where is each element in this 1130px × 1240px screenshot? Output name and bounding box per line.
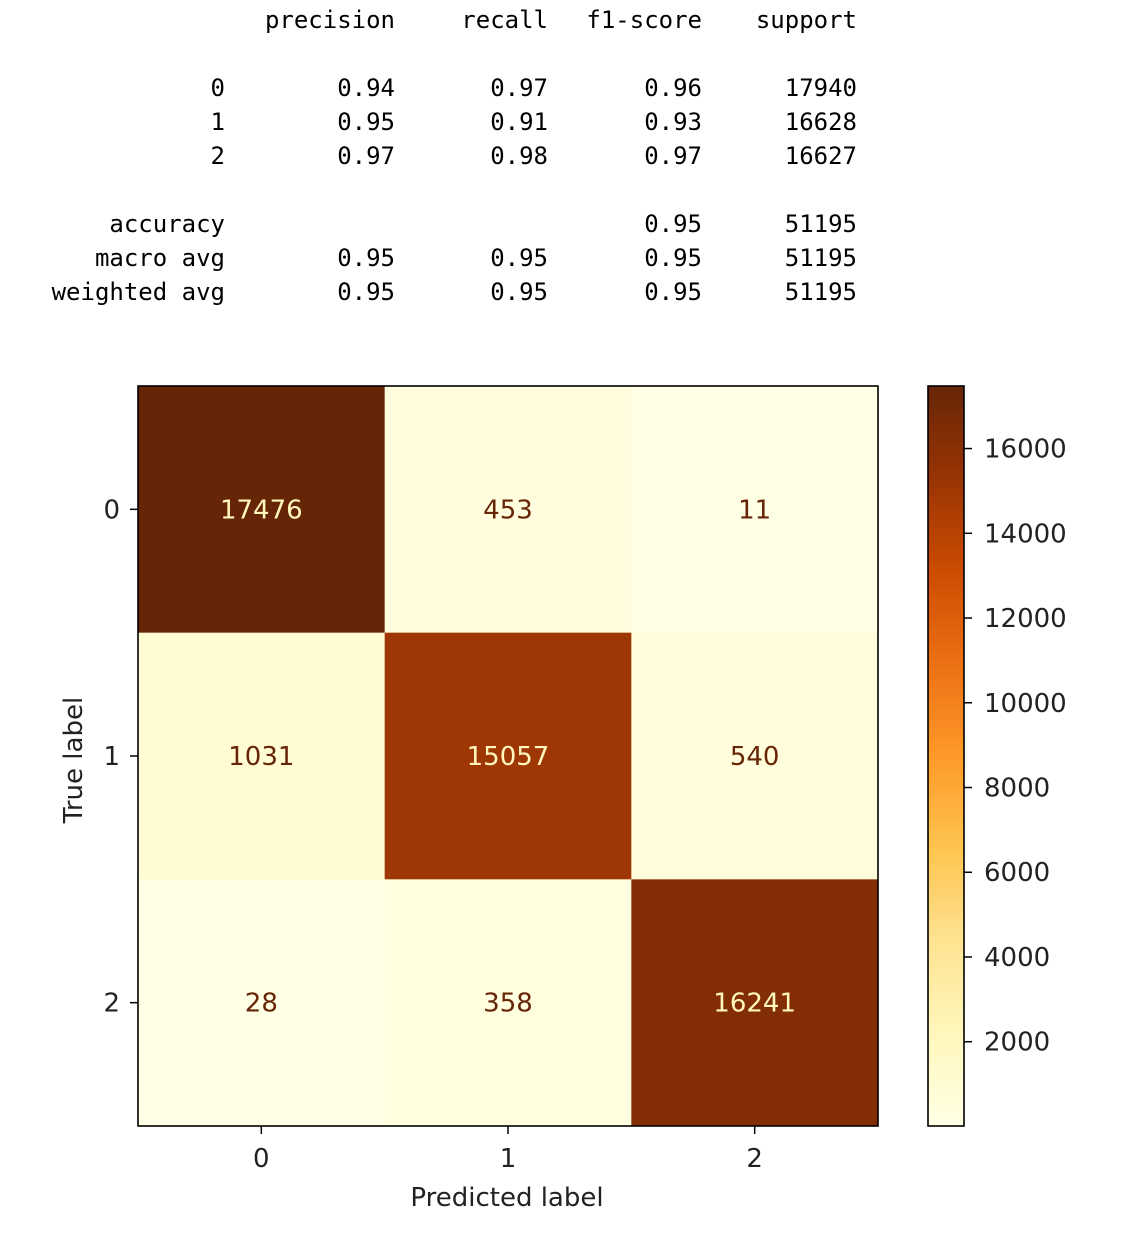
report-row-label: weighted avg <box>51 278 225 306</box>
x-tick-label: 1 <box>500 1144 517 1174</box>
report-row-recall: 0.91 <box>490 108 548 136</box>
classification-report: precision recall f1-score support 0 0.94… <box>0 0 1130 320</box>
report-header-precision: precision <box>264 6 395 34</box>
heatmap-cell <box>384 632 632 880</box>
heatmap-cell <box>631 386 879 634</box>
report-row-precision: 0.95 <box>337 108 395 136</box>
heatmap-cell <box>384 879 632 1127</box>
colorbar-tick-label: 12000 <box>984 604 1067 634</box>
report-row-recall: 0.97 <box>490 74 548 102</box>
report-row-precision: 0.95 <box>337 244 395 272</box>
report-row-f1: 0.93 <box>644 108 702 136</box>
y-tick-label: 1 <box>103 742 120 772</box>
y-tick-label: 2 <box>103 989 120 1019</box>
cell-value-label: 540 <box>730 742 780 772</box>
report-row-support: 16628 <box>784 108 857 136</box>
report-header-support: support <box>755 6 857 34</box>
report-row-support: 51195 <box>784 210 857 238</box>
report-row-f1: 0.95 <box>644 244 702 272</box>
report-row-precision: 0.94 <box>337 74 395 102</box>
heatmap-cell <box>631 632 879 880</box>
cell-value-label: 17476 <box>220 495 303 525</box>
report-row-recall: 0.95 <box>490 244 548 272</box>
cell-value-label: 15057 <box>467 742 550 772</box>
cell-value-label: 358 <box>483 989 533 1019</box>
report-row-f1: 0.96 <box>644 74 702 102</box>
report-row-precision: 0.97 <box>337 142 395 170</box>
report-header-f1-score: f1-score <box>586 6 702 34</box>
report-row-label: 1 <box>210 108 225 136</box>
heatmap-cell <box>138 386 386 634</box>
y-tick-label: 0 <box>103 495 120 525</box>
report-row-f1: 0.95 <box>644 278 702 306</box>
report-row-support: 51195 <box>784 244 857 272</box>
colorbar-tick-label: 6000 <box>984 858 1050 888</box>
report-row-label: macro avg <box>94 244 225 272</box>
cell-value-label: 453 <box>483 495 533 525</box>
x-axis-label: Predicted label <box>410 1183 603 1213</box>
heatmap-cell <box>384 386 632 634</box>
cell-value-label: 1031 <box>228 742 294 772</box>
report-row-support: 51195 <box>784 278 857 306</box>
report-row-f1: 0.97 <box>644 142 702 170</box>
colorbar-ticks: 2000 4000 6000 8000 10000 12000 14000 16000 <box>964 435 1067 1058</box>
report-row-label: 2 <box>210 142 225 170</box>
colorbar-tick-label: 16000 <box>984 435 1067 465</box>
y-axis-ticks: 0 1 2 <box>103 495 138 1019</box>
report-row-support: 17940 <box>784 74 857 102</box>
report-row-support: 16627 <box>784 142 857 170</box>
report-row-precision: 0.95 <box>337 278 395 306</box>
report-row-recall: 0.95 <box>490 278 548 306</box>
cell-value-label: 28 <box>245 989 278 1019</box>
report-row-label: 0 <box>210 74 225 102</box>
heatmap-cells <box>138 386 879 1127</box>
heatmap-cell <box>631 879 879 1127</box>
heatmap-cell <box>138 879 386 1127</box>
colorbar-tick-label: 14000 <box>984 519 1067 549</box>
x-tick-label: 0 <box>253 1144 270 1174</box>
colorbar <box>927 385 965 1127</box>
report-row-f1: 0.95 <box>644 210 702 238</box>
y-axis-label: True label <box>59 697 89 824</box>
heatmap-cell <box>138 632 386 880</box>
x-axis-ticks: 0 1 2 <box>253 1126 763 1174</box>
report-row-recall: 0.98 <box>490 142 548 170</box>
cell-value-label: 16241 <box>713 989 796 1019</box>
colorbar-tick-label: 10000 <box>984 689 1067 719</box>
cell-value-label: 11 <box>738 495 771 525</box>
heatmap-cell-labels: 17476 453 11 1031 15057 540 28 358 16241 <box>220 495 796 1018</box>
x-tick-label: 2 <box>746 1144 763 1174</box>
colorbar-tick-label: 4000 <box>984 943 1050 973</box>
report-row-label: accuracy <box>109 210 225 238</box>
report-header-recall: recall <box>461 6 548 34</box>
colorbar-tick-label: 8000 <box>984 774 1050 804</box>
colorbar-tick-label: 2000 <box>984 1028 1050 1058</box>
